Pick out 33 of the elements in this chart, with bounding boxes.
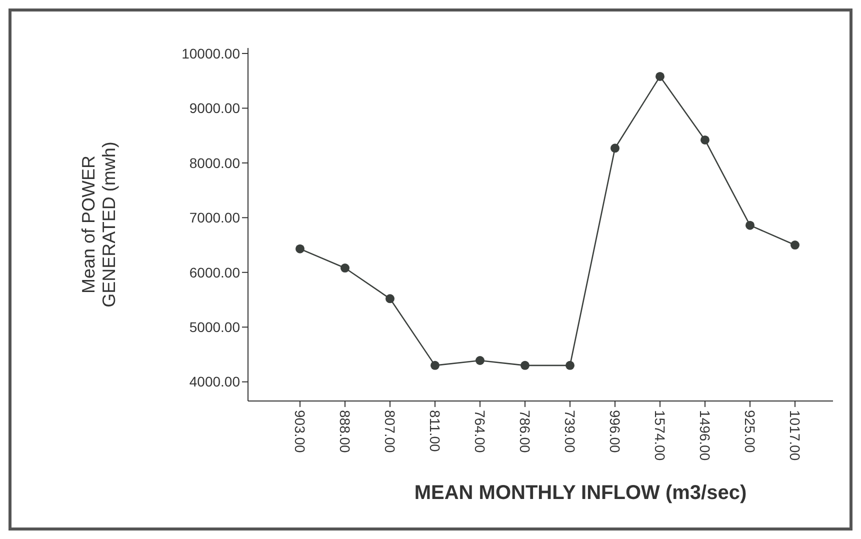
point (566, 360, 574, 370)
y-tick-label: 4000.00 (189, 374, 240, 390)
x-tick-label: 807.00 (382, 410, 398, 454)
y-tick-label: 6000.00 (189, 264, 240, 280)
x-tick-label: 1574.00 (652, 410, 668, 461)
x-tick-label: 888.00 (337, 410, 354, 454)
point (520, 360, 530, 370)
x-tick-label: 1017.00 (787, 410, 804, 461)
point (296, 244, 304, 254)
x-axis-title: MEAN MONTHLY INFLOW (m3/sec) (414, 482, 747, 504)
x-tick-label: 811.00 (427, 410, 444, 452)
point (700, 135, 710, 144)
y-tick-label: 7000.00 (189, 210, 240, 226)
point (656, 72, 664, 81)
point (430, 360, 440, 370)
y-tick-label: 9000.00 (189, 100, 240, 116)
point (610, 144, 620, 153)
y-tick-label: 10000.00 (182, 45, 240, 62)
x-tick-label: 1496.00 (697, 410, 714, 461)
point (476, 356, 484, 365)
y-axis-title: Mean of POWER GENERATED (mwh) (78, 142, 120, 308)
x-tick-label: 903.00 (292, 410, 308, 454)
point (790, 240, 800, 250)
x-tick-label: 925.00 (742, 410, 758, 454)
x-tick-label: 739.00 (562, 410, 578, 454)
y-tick-label: 8000.00 (189, 154, 240, 171)
y-tick-label: 5000.00 (189, 319, 240, 336)
point (746, 220, 754, 230)
point (340, 264, 350, 273)
x-tick-label: 996.00 (607, 410, 624, 454)
point (386, 294, 394, 304)
x-tick-label: 786.00 (517, 410, 534, 454)
x-tick-label: 764.00 (472, 410, 488, 454)
